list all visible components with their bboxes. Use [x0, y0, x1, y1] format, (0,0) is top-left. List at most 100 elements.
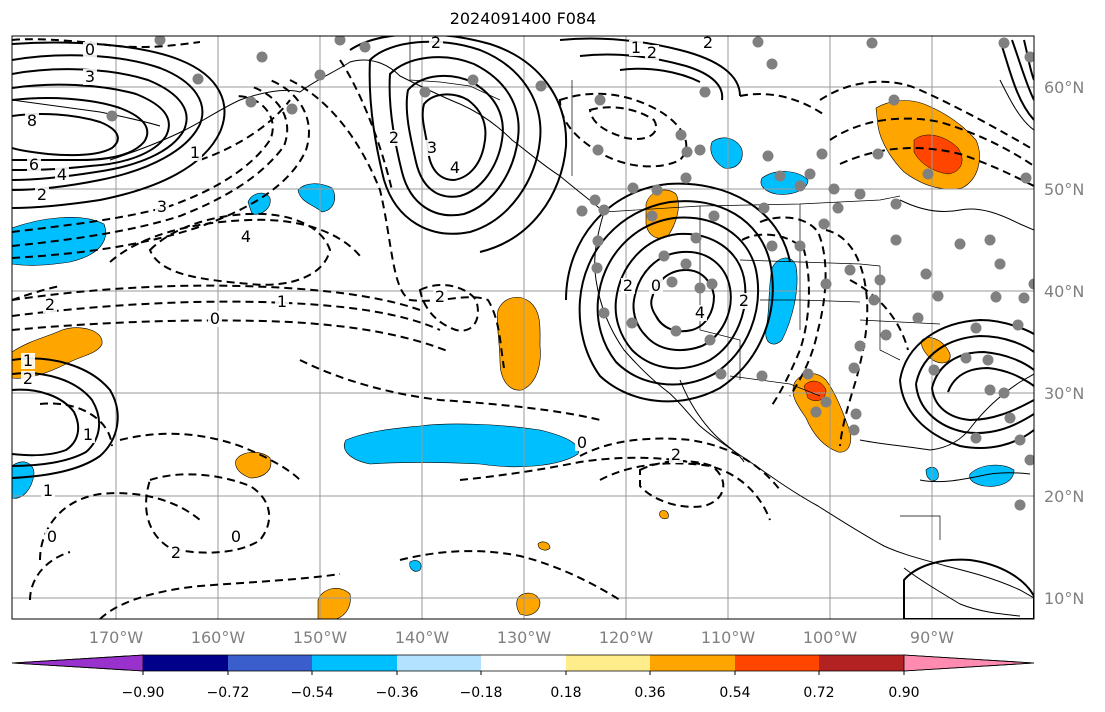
station-marker: [1014, 434, 1026, 446]
shade-region-red: [913, 134, 963, 175]
longitude-label: 110°W: [701, 628, 756, 647]
longitude-label: 140°W: [395, 628, 450, 647]
contour-label-background: [433, 289, 447, 305]
contour-label: 4: [57, 165, 67, 184]
station-marker: [627, 182, 639, 194]
colorbar-tick-label: −0.72: [207, 685, 250, 701]
contour-label-background: [425, 140, 439, 156]
station-marker: [245, 96, 257, 108]
solid-contour-layer: [12, 36, 1034, 619]
station-marker: [990, 291, 1002, 303]
station-marker: [832, 202, 844, 214]
contour-label-background: [25, 113, 39, 129]
latitude-label: 30°N: [1044, 384, 1084, 403]
contour-label-background: [621, 278, 635, 294]
station-markers: [106, 36, 1034, 511]
latitude-label: 20°N: [1044, 487, 1084, 506]
contour-label-background: [27, 157, 41, 173]
longitude-label: 150°W: [293, 628, 348, 647]
colorbar-extend-right: [903, 654, 1035, 672]
contour-label-background: [41, 483, 55, 499]
longitude-label: 130°W: [497, 628, 552, 647]
station-marker: [794, 240, 806, 252]
contour-label: 6: [29, 155, 39, 174]
station-marker: [658, 250, 670, 262]
station-marker: [694, 282, 706, 294]
contour-label: 3: [85, 67, 95, 86]
contour-label-background: [21, 353, 35, 369]
longitude-label: 100°W: [803, 628, 858, 647]
contour-label: 4: [241, 227, 251, 246]
station-marker: [694, 144, 706, 156]
shade-region-red: [803, 380, 827, 401]
station-marker: [960, 352, 972, 364]
station-marker: [670, 325, 682, 337]
contour-label: 4: [450, 158, 460, 177]
station-marker: [802, 368, 814, 380]
contour-label: 2: [45, 295, 55, 314]
map-frame: [11, 35, 1035, 620]
station-marker: [920, 268, 932, 280]
colorbar-tick-label: 0.18: [550, 685, 581, 701]
longitude-label: 170°W: [89, 628, 144, 647]
shade-region-blue: [969, 464, 1015, 487]
contour-label-background: [239, 229, 253, 245]
contour-label: 8: [27, 111, 37, 130]
colorbar-tick-label: 0.90: [888, 685, 919, 701]
colorbar: −0.90 −0.72 −0.54 −0.36 −0.18 0.18 0.36 0.54 0.7…: [11, 654, 1035, 701]
station-marker: [844, 264, 856, 276]
shade-region-blue: [344, 423, 579, 468]
contour-label-background: [448, 160, 462, 176]
station-marker: [704, 334, 716, 346]
station-marker: [598, 204, 610, 216]
station-marker: [576, 205, 588, 217]
shade-region-orange: [235, 451, 272, 479]
contour-label: 1: [23, 351, 33, 370]
latitude-label: 50°N: [1044, 180, 1084, 199]
colorbar-tick-label: −0.90: [122, 685, 165, 701]
colorbar-segment: [819, 655, 904, 671]
contour-label-background: [83, 69, 97, 85]
contour-label-background: [629, 40, 643, 56]
shade-region-blue: [409, 560, 422, 572]
contour-label: 2: [431, 33, 441, 52]
station-marker: [872, 148, 884, 160]
station-marker: [774, 170, 786, 182]
contour-label: 2: [37, 185, 47, 204]
station-marker: [828, 183, 840, 195]
station-marker: [816, 148, 828, 160]
station-marker: [994, 258, 1006, 270]
shade-region-blue: [12, 461, 35, 499]
contour-label: 0: [577, 433, 587, 452]
station-marker: [890, 198, 902, 210]
station-marker: [1014, 499, 1026, 511]
contour-label-background: [45, 529, 59, 545]
station-marker: [998, 387, 1010, 399]
station-marker: [334, 36, 346, 46]
longitude-label: 90°W: [910, 628, 954, 647]
contour-label: 2: [23, 369, 33, 388]
station-marker: [680, 172, 692, 184]
station-marker: [592, 144, 604, 156]
colorbar-segment: [650, 655, 735, 671]
station-marker: [756, 370, 768, 382]
station-marker: [866, 37, 878, 49]
station-marker: [598, 307, 610, 319]
longitude-axis: 170°W 160°W 150°W 140°W 130°W 120°W 110°W 100°W…: [89, 628, 954, 647]
station-marker: [922, 168, 934, 180]
contour-label-background: [81, 427, 95, 443]
contour-label-background: [169, 545, 183, 561]
station-marker: [675, 129, 687, 141]
station-marker: [848, 424, 860, 436]
station-marker: [1024, 454, 1034, 466]
colorbar-segment: [228, 655, 312, 671]
station-marker: [970, 322, 982, 334]
station-marker: [467, 74, 479, 86]
station-marker: [752, 36, 764, 48]
station-marker: [1004, 412, 1016, 424]
contour-label: 4: [695, 303, 705, 322]
colorbar-segment: [312, 655, 397, 671]
station-marker: [1020, 172, 1032, 184]
contour-label: 2: [435, 287, 445, 306]
station-marker: [256, 51, 268, 63]
